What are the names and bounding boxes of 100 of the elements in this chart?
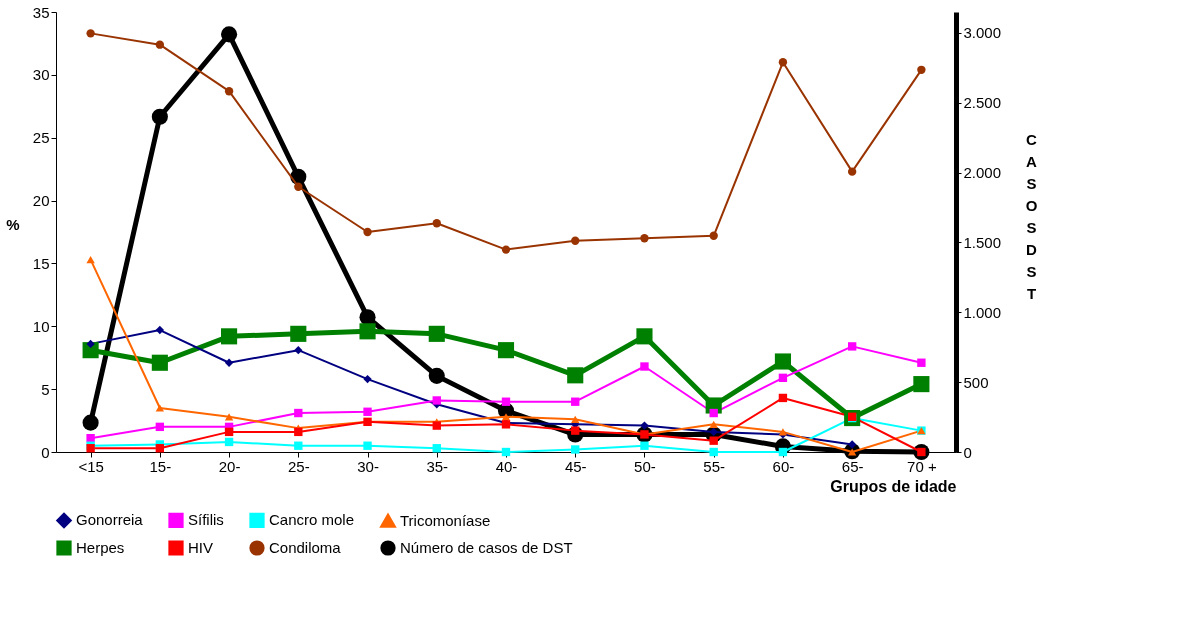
y-tick-label: 10 — [32, 317, 50, 335]
x-tick-label: <15 — [78, 457, 104, 475]
x-tick-label: 15- — [149, 457, 172, 475]
y-axis-title: % — [6, 215, 20, 233]
legend-label: Condiloma — [269, 539, 342, 556]
point — [294, 408, 303, 418]
point — [428, 367, 445, 384]
x-tick-label: 35- — [426, 457, 449, 475]
x-tick-label: 20- — [218, 457, 241, 475]
x-tick-label: 40- — [495, 457, 518, 475]
legend-label: HIV — [188, 539, 214, 556]
point — [221, 328, 238, 345]
point — [294, 182, 303, 191]
point — [86, 339, 95, 349]
point — [847, 342, 857, 351]
x-tick-label: 70 + — [907, 457, 937, 475]
point — [221, 26, 238, 43]
y-tick-label: 20 — [32, 192, 50, 210]
point — [86, 256, 95, 264]
x-tick-label: 65- — [841, 457, 864, 475]
point — [294, 345, 303, 355]
legend-label: Gonorreia — [76, 511, 144, 529]
x-tick-label: 60- — [772, 457, 795, 475]
point — [640, 234, 649, 243]
y2-tick-label: 0 — [963, 443, 972, 461]
point — [155, 40, 165, 49]
point — [151, 354, 168, 371]
point — [155, 325, 165, 335]
y-tick-label: 5 — [41, 380, 50, 398]
point — [497, 342, 515, 359]
point — [501, 397, 511, 406]
point — [224, 437, 234, 447]
point — [636, 328, 653, 345]
point — [432, 396, 441, 405]
point — [847, 167, 857, 176]
point — [501, 447, 511, 457]
point — [778, 373, 788, 383]
point — [86, 29, 95, 38]
point — [224, 427, 234, 437]
point — [363, 407, 372, 416]
y-tick-label: 30 — [32, 66, 50, 84]
point — [709, 408, 718, 418]
point — [571, 236, 580, 245]
point — [363, 227, 372, 237]
legend-label: Tricomoníase — [400, 511, 491, 529]
point — [224, 87, 234, 96]
x-tick-label: 50- — [634, 457, 656, 475]
legend-label: Cancro mole — [269, 511, 355, 529]
point — [428, 325, 445, 342]
point — [709, 436, 718, 445]
x-tick-label: 55- — [703, 457, 726, 475]
point — [847, 440, 857, 449]
point — [86, 433, 95, 443]
point — [432, 421, 441, 430]
point — [155, 404, 165, 412]
legend-label: Herpes — [76, 539, 125, 556]
legend-label: Número de casos de DST — [400, 539, 573, 556]
point — [567, 367, 584, 384]
x-tick-label: 30- — [357, 457, 379, 475]
point — [501, 413, 511, 421]
y-tick-label: 15 — [32, 254, 50, 272]
point — [709, 231, 718, 240]
x-axis-title: Grupos de idade — [830, 477, 957, 495]
point — [151, 108, 168, 125]
point — [913, 376, 930, 393]
point — [155, 422, 165, 432]
point — [571, 397, 580, 406]
y-tick-label: 0 — [41, 443, 50, 461]
point — [640, 441, 649, 450]
point — [294, 427, 303, 437]
point — [363, 374, 372, 384]
point — [571, 415, 580, 423]
y2-tick-label: 1.500 — [963, 233, 1002, 251]
point — [709, 420, 718, 428]
point — [709, 447, 718, 457]
point — [917, 358, 926, 367]
y2-tick-label: 500 — [963, 373, 989, 391]
y-tick-label: 25 — [32, 129, 50, 147]
x-tick-label: 45- — [564, 457, 587, 475]
y2-tick-label: 2.000 — [963, 164, 1002, 182]
point — [640, 362, 649, 371]
y2-tick-label: 3.000 — [963, 24, 1002, 42]
point — [224, 358, 234, 367]
point — [290, 325, 307, 342]
legend-label: Sífilis — [188, 511, 224, 529]
point — [432, 219, 441, 228]
point — [571, 445, 580, 454]
y2-tick-label: 2.500 — [963, 94, 1002, 112]
point — [363, 441, 372, 450]
y-tick-label: 35 — [32, 3, 50, 21]
point — [640, 421, 649, 430]
point — [501, 245, 511, 254]
point — [432, 444, 441, 453]
point — [917, 65, 926, 74]
point — [224, 413, 234, 421]
point — [778, 58, 788, 67]
x-tick-label: 25- — [287, 457, 310, 475]
y2-axis-title: CASOS DST — [1025, 130, 1038, 302]
point — [778, 393, 788, 403]
y2-tick-label: 1.000 — [963, 303, 1002, 321]
